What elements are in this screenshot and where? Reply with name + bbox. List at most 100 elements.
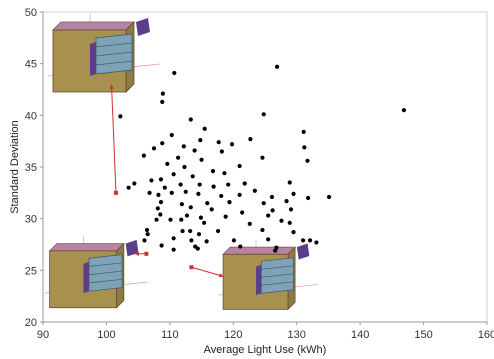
data-point <box>300 238 306 243</box>
data-point <box>142 238 147 243</box>
data-point <box>269 194 275 200</box>
data-point <box>160 99 165 104</box>
data-point <box>132 181 137 186</box>
data-point <box>242 181 247 186</box>
data-point <box>227 200 232 205</box>
x-tick-label: 150 <box>414 329 432 341</box>
building-cube-icon <box>218 240 319 310</box>
data-point <box>159 243 164 248</box>
data-point <box>168 217 173 222</box>
data-point <box>222 171 227 176</box>
data-point <box>184 213 190 218</box>
data-point <box>261 201 266 206</box>
data-point <box>158 212 163 217</box>
data-point <box>160 91 165 96</box>
x-tick-label: 110 <box>161 329 179 341</box>
data-point <box>179 217 184 222</box>
data-point <box>238 244 243 249</box>
data-point <box>158 200 164 205</box>
data-point <box>155 206 160 211</box>
data-point <box>145 232 150 237</box>
data-point <box>237 192 242 197</box>
x-tick-label: 100 <box>97 329 115 341</box>
data-point <box>199 157 204 162</box>
data-point <box>171 172 176 177</box>
data-point <box>162 185 167 190</box>
data-point <box>266 237 271 242</box>
data-point <box>252 188 257 193</box>
data-point <box>261 112 266 117</box>
data-point <box>156 192 161 197</box>
data-point <box>211 184 216 189</box>
data-point <box>216 140 221 145</box>
data-point <box>219 149 224 154</box>
data-point <box>291 191 296 196</box>
y-tick-label: 45 <box>25 59 37 71</box>
y-axis-title: Standard Deviation <box>9 120 21 214</box>
data-point <box>326 194 332 200</box>
data-point <box>126 185 131 190</box>
data-point <box>307 238 313 243</box>
callout-arrow-line <box>191 266 224 278</box>
data-point <box>147 190 152 195</box>
data-point <box>210 169 216 174</box>
data-point <box>189 238 194 243</box>
data-point <box>195 246 200 251</box>
data-point <box>215 228 221 234</box>
y-tick-label: 30 <box>25 214 37 226</box>
data-point <box>226 182 231 187</box>
callout-marker <box>144 251 149 256</box>
data-point <box>154 217 159 222</box>
data-point <box>196 191 201 196</box>
data-point <box>401 108 407 113</box>
data-point <box>202 220 207 225</box>
data-point <box>171 236 176 241</box>
data-point <box>266 213 271 218</box>
data-point <box>169 132 174 138</box>
data-point <box>192 148 197 153</box>
data-point <box>165 161 170 166</box>
callout-arrowhead <box>218 273 224 278</box>
data-point <box>188 228 193 234</box>
data-point <box>302 145 307 150</box>
data-point <box>229 142 235 147</box>
callout-arrowhead <box>134 251 139 256</box>
data-point <box>291 230 296 235</box>
data-point <box>188 205 193 210</box>
data-point <box>240 210 245 215</box>
x-axis-title: Average Light Use (kWh) <box>204 344 327 356</box>
data-point <box>144 227 150 233</box>
y-tick-label: 20 <box>25 317 37 329</box>
data-point <box>182 164 187 170</box>
data-point <box>287 220 292 225</box>
data-point <box>176 155 181 160</box>
x-tick-label: 130 <box>288 329 306 341</box>
data-point <box>260 227 265 233</box>
data-point <box>171 247 176 252</box>
data-point <box>196 232 202 237</box>
data-point <box>202 126 207 131</box>
data-point <box>306 195 311 201</box>
data-point <box>160 141 165 146</box>
y-tick-label: 50 <box>25 7 37 19</box>
data-point <box>179 202 185 207</box>
data-point <box>209 207 214 212</box>
building-cube-icon <box>45 236 149 309</box>
callout-arrow-line <box>111 84 117 193</box>
y-tick-label: 40 <box>25 110 37 122</box>
x-tick-label: 120 <box>224 329 242 341</box>
data-point <box>305 158 310 163</box>
data-point <box>188 117 193 122</box>
callout-arrowhead <box>109 84 114 89</box>
data-point <box>118 114 123 119</box>
data-point <box>287 180 292 185</box>
data-point <box>273 248 278 253</box>
y-tick-label: 35 <box>25 162 37 174</box>
data-point <box>198 215 204 220</box>
data-point <box>169 190 174 195</box>
data-point <box>180 228 185 234</box>
data-point <box>205 201 210 206</box>
data-point <box>237 163 242 169</box>
data-point <box>270 208 275 213</box>
